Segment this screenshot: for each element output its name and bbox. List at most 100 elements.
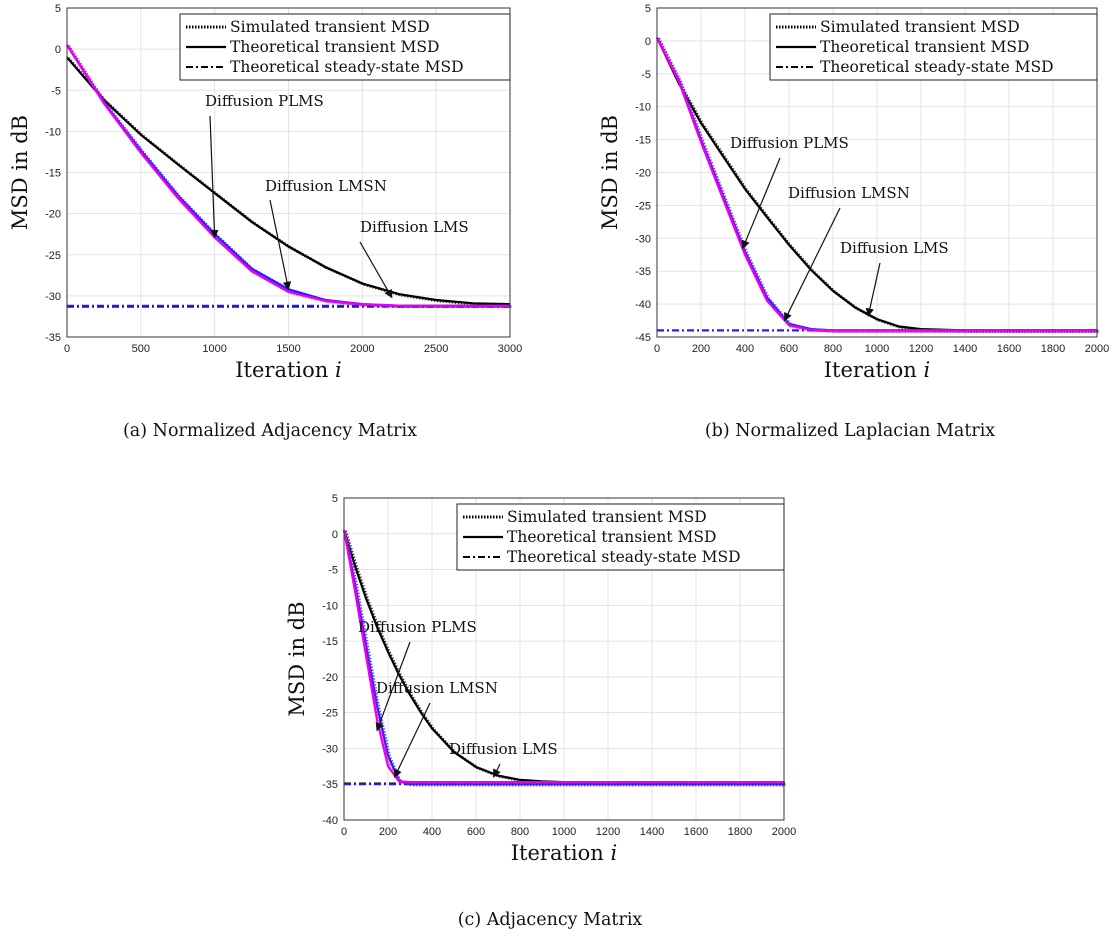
x-tick-label: 200 — [379, 826, 397, 838]
x-tick-label: 800 — [511, 826, 529, 838]
legend-entry: Theoretical steady-state MSD — [230, 58, 464, 76]
y-tick-label: 0 — [332, 529, 338, 541]
y-tick-label: -30 — [45, 291, 61, 303]
figure-caption: (c) Adjacency Matrix — [458, 910, 643, 930]
x-tick-label: 600 — [780, 343, 798, 355]
annotation-label: Diffusion LMS — [840, 239, 949, 257]
annotation-label: Diffusion LMSN — [265, 177, 387, 195]
legend-entry: Simulated transient MSD — [820, 18, 1020, 36]
x-axis-label: Iteration i — [511, 841, 617, 865]
y-tick-label: -25 — [45, 250, 61, 262]
annotation-arrow — [493, 763, 501, 778]
annotation-label: Diffusion PLMS — [205, 92, 324, 110]
legend-entry: Theoretical transient MSD — [507, 528, 716, 546]
chart-panel-b: 0 200 400 600 800 1000 1200 1400 1600 1800 200050-… — [598, 3, 1109, 441]
chart-panel-c: 0 200 400 600 800 1000 1200 1400 1600 1800 200050-… — [285, 493, 796, 930]
series-line-simulated — [67, 57, 512, 307]
annotation-label: Diffusion LMS — [360, 218, 469, 236]
annotation-label: Diffusion PLMS — [730, 134, 849, 152]
annotation-arrow — [209, 115, 219, 239]
annotation-arrow — [741, 157, 781, 249]
y-tick-label: -20 — [635, 168, 651, 180]
y-tick-label: -35 — [322, 779, 338, 791]
y-tick-label: -15 — [635, 135, 651, 147]
y-tick-label: -10 — [322, 600, 338, 612]
x-tick-label: 1000 — [865, 343, 889, 355]
y-tick-label: -45 — [635, 332, 651, 344]
legend-entry: Theoretical transient MSD — [230, 38, 439, 56]
y-axis-label: MSD in dB — [285, 601, 309, 716]
y-tick-label: -25 — [322, 708, 338, 720]
x-tick-label: 1200 — [909, 343, 933, 355]
legend-box — [179, 13, 511, 81]
x-tick-label: 800 — [824, 343, 842, 355]
y-tick-label: 0 — [645, 36, 651, 48]
x-tick-label: 600 — [467, 826, 485, 838]
x-tick-label: 0 — [341, 826, 347, 838]
y-tick-label: -40 — [635, 299, 651, 311]
x-tick-label: 3000 — [498, 343, 522, 355]
x-tick-label: 0 — [64, 343, 70, 355]
y-tick-label: -10 — [45, 126, 61, 138]
y-tick-label: -15 — [45, 168, 61, 180]
plot-frame — [66, 7, 511, 338]
legend-box — [769, 13, 1098, 81]
x-tick-label: 400 — [736, 343, 754, 355]
x-tick-label: 200 — [692, 343, 710, 355]
y-tick-label: -35 — [45, 332, 61, 344]
x-tick-label: 1600 — [997, 343, 1021, 355]
x-tick-label: 1800 — [728, 826, 752, 838]
chart-panel-a: 0 500 1000 1500 2000 2500 3000 5 0 -5 -10 -15 -20 -25… — [8, 3, 522, 441]
plot-frame — [656, 7, 1098, 338]
annotation-label: Diffusion LMSN — [376, 679, 498, 697]
annotation-arrow — [394, 702, 431, 778]
y-tick-label: 5 — [55, 3, 61, 15]
y-tick-label: -30 — [635, 233, 651, 245]
series-line-simulated — [67, 44, 512, 309]
figure-caption: (b) Normalized Laplacian Matrix — [705, 421, 995, 441]
x-tick-label: 2000 — [1085, 343, 1109, 355]
y-tick-label: -5 — [641, 69, 651, 81]
y-tick-label: -15 — [322, 636, 338, 648]
annotation-arrow — [784, 207, 841, 322]
y-tick-label: -20 — [45, 209, 61, 221]
x-axis-label: Iteration i — [824, 358, 930, 382]
annotation-arrow — [865, 262, 881, 317]
legend-box — [456, 503, 785, 571]
x-tick-label: 2000 — [350, 343, 374, 355]
y-axis-label: MSD in dB — [598, 115, 622, 230]
annotation-arrow — [269, 199, 292, 291]
y-tick-label: -40 — [322, 815, 338, 827]
y-axis-label: MSD in dB — [8, 115, 32, 230]
legend: Simulated transient MSD Theoretical trans… — [179, 13, 511, 81]
legend-entry: Theoretical steady-state MSD — [820, 58, 1054, 76]
y-tick-label: -10 — [635, 102, 651, 114]
y-tick-label: -5 — [51, 85, 61, 97]
legend: Simulated transient MSD Theoretical trans… — [769, 13, 1098, 81]
y-tick-label: -35 — [635, 266, 651, 278]
x-tick-label: 1200 — [596, 826, 620, 838]
x-tick-label: 1800 — [1041, 343, 1065, 355]
x-tick-label: 1600 — [684, 826, 708, 838]
x-tick-label: 2500 — [424, 343, 448, 355]
x-axis-label: Iteration i — [235, 358, 341, 382]
legend-entry: Simulated transient MSD — [230, 18, 430, 36]
series-line-simulated — [344, 530, 786, 785]
series-line-simulated — [344, 530, 786, 787]
y-tick-label: -20 — [322, 672, 338, 684]
x-tick-label: 1500 — [276, 343, 300, 355]
annotation-label: Diffusion PLMS — [358, 618, 477, 636]
y-tick-label: -5 — [328, 565, 338, 577]
series-line-simulated — [657, 37, 1099, 333]
y-tick-label: 5 — [645, 3, 651, 15]
legend-entry: Theoretical steady-state MSD — [507, 548, 741, 566]
legend-entry: Theoretical transient MSD — [820, 38, 1029, 56]
x-tick-label: 1400 — [953, 343, 977, 355]
annotation-label: Diffusion LMSN — [788, 184, 910, 202]
x-tick-label: 1400 — [640, 826, 664, 838]
x-tick-label: 1000 — [202, 343, 226, 355]
x-tick-label: 1000 — [552, 826, 576, 838]
annotation-label: Diffusion LMS — [449, 740, 558, 758]
y-tick-label: 5 — [332, 493, 338, 505]
y-tick-label: -30 — [322, 743, 338, 755]
